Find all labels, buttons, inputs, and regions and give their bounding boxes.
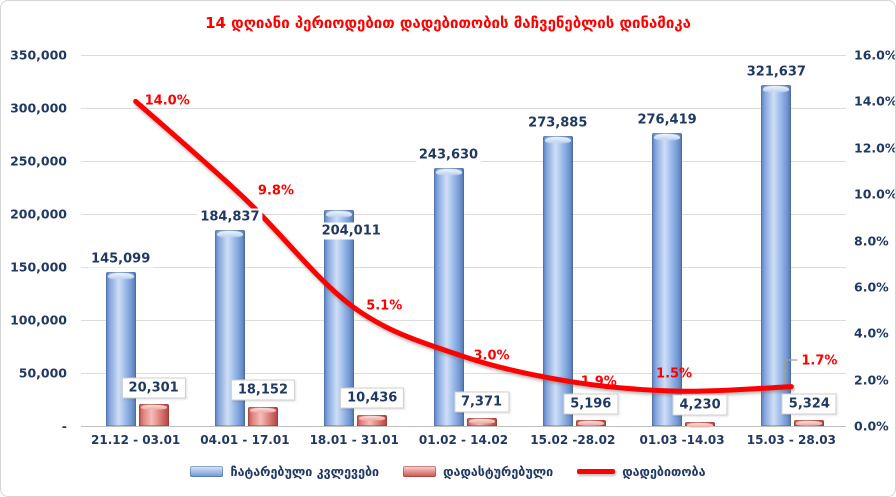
positivity-value-label: 9.8% [257, 183, 294, 199]
confirmed-bar [357, 414, 388, 426]
secondary-axis-tick-label: 2.0% [854, 372, 889, 388]
confirmed-value-label: 20,301 [121, 377, 186, 399]
positivity-line [133, 98, 794, 394]
secondary-axis-tick-label: 14.0% [854, 93, 896, 109]
tests-series-swatch [190, 466, 224, 477]
y-axis-tick-label: 250,000 [10, 153, 67, 169]
confirmed-value-label: 5,196 [563, 393, 619, 415]
positivity-value-label: 3.0% [473, 348, 510, 364]
x-axis-label: 15.02 -28.02 [530, 433, 616, 447]
y-axis-tick-label: 200,000 [10, 206, 67, 222]
gridline [81, 426, 846, 427]
x-axis-label: 01.03 -14.03 [639, 433, 725, 447]
tests-bar [652, 132, 683, 426]
legend-label: ჩატარებული კვლევები [230, 464, 380, 479]
x-axis-label: 15.03 - 28.03 [746, 433, 836, 447]
confirmed-value-label: 10,436 [340, 387, 405, 409]
y-axis-tick-label: 300,000 [10, 100, 67, 116]
secondary-axis-tick-label: 16.0% [854, 47, 896, 63]
chart-title: 14 დღიანი პერიოდებით დადებითობის მაჩვენე… [205, 14, 691, 32]
secondary-axis-tick-label: 6.0% [854, 279, 889, 295]
x-axis-label: 04.01 - 17.01 [200, 433, 290, 447]
gridline [81, 320, 846, 321]
tests-bar [433, 167, 464, 426]
legend-label: დადასტურებული [443, 464, 554, 479]
tests-value-label: 273,885 [525, 114, 591, 132]
positivity-line-swatch [577, 469, 616, 474]
x-axis-label: 18.01 - 31.01 [309, 433, 399, 447]
secondary-axis-tick-label: 8.0% [854, 233, 889, 248]
gridline [81, 55, 846, 56]
gridline [81, 267, 846, 268]
tests-value-label: 204,011 [318, 222, 384, 240]
positivity-value-label: 1.9% [580, 374, 617, 390]
y-axis-tick-label: 100,000 [10, 312, 67, 328]
confirmed-bar [466, 418, 497, 426]
legend-item-positivity: დადებითობა [577, 464, 706, 479]
confirmed-bar [138, 404, 169, 426]
secondary-axis-tick-label: 12.0% [854, 140, 896, 156]
confirmed-bar [575, 420, 606, 426]
label-leader-line [783, 359, 798, 383]
tests-value-label: 184,837 [197, 208, 263, 226]
legend-label: დადებითობა [622, 464, 706, 479]
positivity-value-label: 1.7% [801, 353, 838, 369]
secondary-axis-tick-label: 0.0% [854, 418, 889, 434]
legend-item-confirmed: დადასტურებული [403, 464, 553, 479]
confirmed-bar [685, 421, 716, 429]
gridline [81, 373, 846, 374]
tests-bar [105, 272, 136, 426]
secondary-axis-tick-label: 10.0% [854, 186, 896, 202]
legend-item-tests: ჩატარებული კვლევები [190, 464, 379, 479]
confirmed-series-swatch [403, 466, 437, 477]
confirmed-value-label: 7,371 [453, 391, 510, 413]
positivity-value-label: 5.1% [366, 298, 403, 314]
confirmed-value-label: 18,152 [230, 379, 296, 401]
tests-value-label: 243,630 [415, 146, 482, 164]
confirmed-bar [794, 420, 825, 426]
x-axis-label: 01.02 - 14.02 [418, 433, 509, 447]
y-axis-tick-label: - [61, 418, 67, 434]
confirmed-value-label: 5,324 [781, 393, 837, 415]
y-axis-tick-label: 150,000 [10, 259, 67, 275]
y-axis-tick-label: 350,000 [10, 47, 67, 63]
tests-value-label: 321,637 [743, 63, 809, 81]
x-axis-label: 21.12 - 03.01 [91, 433, 181, 447]
positivity-value-label: 14.0% [144, 93, 190, 109]
gridline [81, 108, 846, 109]
positivity-value-label: 1.5% [656, 366, 693, 382]
tests-bar [761, 85, 792, 426]
confirmed-value-label: 4,230 [672, 394, 728, 416]
legend: ჩატარებული კვლევები დადასტურებული დადებითო… [1, 464, 895, 479]
confirmed-bar [247, 406, 278, 426]
secondary-axis-tick-label: 4.0% [854, 325, 889, 341]
tests-value-label: 276,419 [634, 111, 700, 129]
gridline [81, 214, 846, 215]
tests-value-label: 145,099 [88, 250, 154, 268]
y-axis-tick-label: 50,000 [18, 365, 67, 381]
